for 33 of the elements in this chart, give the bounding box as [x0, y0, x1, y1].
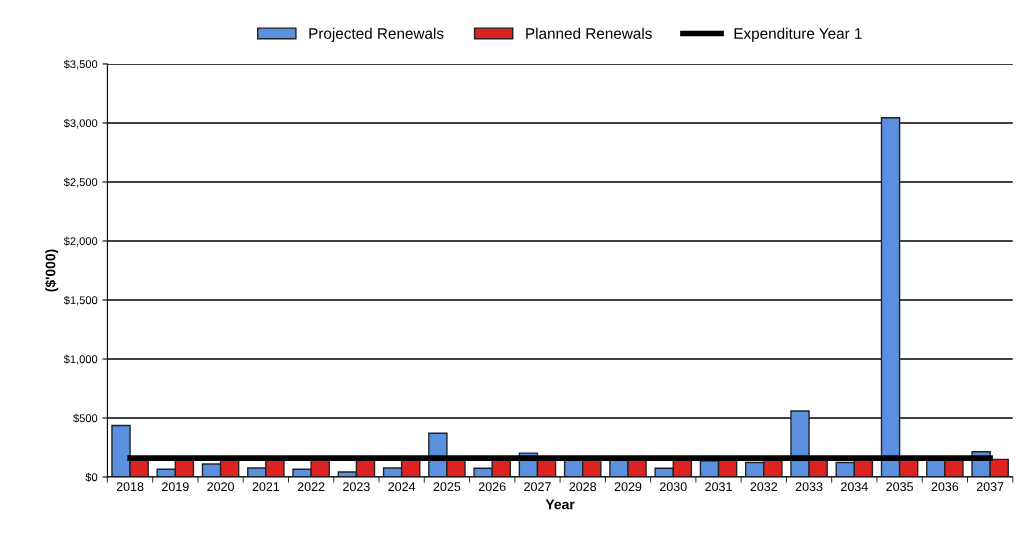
x-tick-label: 2028 — [569, 482, 597, 492]
x-tick-label: 2020 — [207, 482, 234, 492]
x-tick-label: 2026 — [478, 482, 506, 492]
x-tick-label: 2029 — [614, 482, 642, 492]
x-tick-label: 2018 — [116, 482, 144, 492]
x-tick-label: 2032 — [750, 482, 778, 492]
y-tick-label: $1,500 — [63, 295, 98, 306]
x-tick-label: 2030 — [659, 482, 687, 492]
y-tick-label: $3,500 — [63, 59, 98, 70]
x-tick-label: 2022 — [297, 482, 325, 492]
x-tick-label: 2025 — [433, 482, 461, 492]
x-tick-label: 2027 — [524, 482, 551, 492]
x-tick-label: 2023 — [343, 482, 370, 492]
x-tick-label: 2031 — [705, 482, 732, 492]
y-tick-label: $1,000 — [63, 354, 98, 365]
y-axis-title: ($'000) — [44, 249, 59, 292]
x-tick-label: 2036 — [931, 482, 959, 492]
x-tick-label: 2037 — [976, 482, 1004, 492]
legend-label: Projected Renewals — [309, 27, 444, 42]
y-tick-label: $500 — [73, 413, 98, 423]
x-tick-label: 2033 — [795, 482, 823, 492]
y-tick-label: $3,000 — [63, 118, 98, 129]
x-tick-label: 2034 — [841, 482, 868, 492]
x-axis-title: Year — [545, 499, 575, 510]
y-tick-label: $0 — [85, 472, 98, 482]
x-tick-label: 2035 — [886, 482, 913, 492]
legend-label: Planned Renewals — [526, 27, 652, 39]
y-tick-label: $2,500 — [63, 177, 98, 188]
y-tick-label: $2,000 — [63, 236, 98, 247]
x-tick-label: 2019 — [162, 482, 189, 492]
legend-label: Expenditure Year 1 — [734, 27, 862, 42]
x-tick-label: 2021 — [252, 482, 280, 492]
x-tick-label: 2024 — [388, 482, 416, 492]
